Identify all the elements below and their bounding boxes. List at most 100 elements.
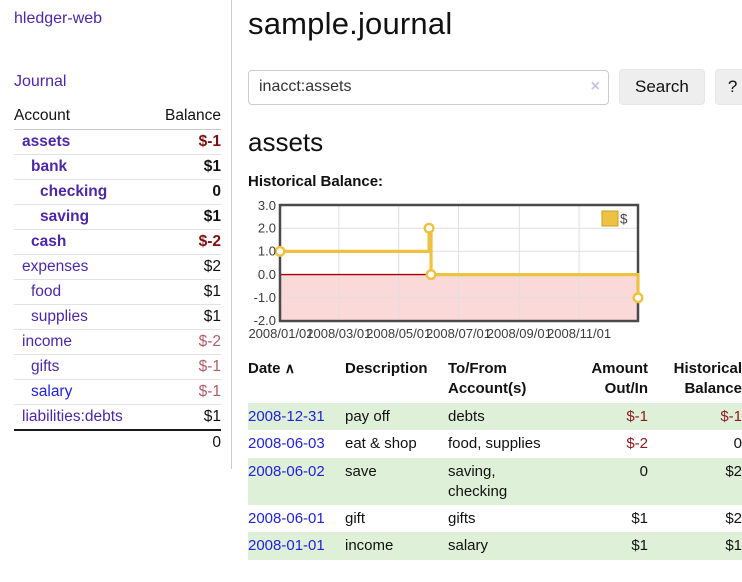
transaction-accounts: gifts <box>448 510 476 527</box>
account-link-liabilities-debts[interactable]: liabilities:debts <box>22 408 123 425</box>
transaction-date-link[interactable]: 2008-06-02 <box>248 462 325 480</box>
transaction-balance: $2 <box>725 462 742 480</box>
transaction-accounts: food, supplies <box>448 435 541 453</box>
transaction-description: gift <box>345 510 366 527</box>
chart-legend: $ <box>601 210 628 227</box>
account-balance: $1 <box>150 304 221 330</box>
x-axis-labels: 2008/01/01 2008/03/01 2008/05/01 2008/07… <box>248 326 611 341</box>
account-balance: $1 <box>150 404 221 430</box>
account-balance: $1 <box>150 279 221 305</box>
accounts-header-line1: To/From <box>448 360 507 377</box>
account-row: gifts $-1 <box>14 354 221 380</box>
account-row: expenses $2 <box>14 254 221 280</box>
balance-series <box>274 222 644 304</box>
account-link-gifts[interactable]: gifts <box>31 358 60 375</box>
account-balance: $1 <box>150 204 221 230</box>
transaction-amount: $1 <box>631 510 648 527</box>
transaction-date-link[interactable]: 2008-06-01 <box>248 510 325 527</box>
plot-border <box>278 203 640 323</box>
account-link-checking[interactable]: checking <box>40 183 108 200</box>
account-row: salary $-1 <box>14 379 221 405</box>
accounts-total-row: 0 <box>14 429 221 455</box>
legend-swatch-icon <box>601 210 619 227</box>
y-tick: 3.0 <box>258 201 276 213</box>
date-header-label: Date <box>248 360 281 377</box>
amount-column-header: Amount Out/In <box>560 357 648 403</box>
account-balance: $-1 <box>150 354 221 380</box>
account-heading: assets <box>248 127 324 157</box>
account-link-cash[interactable]: cash <box>31 233 67 250</box>
transaction-date-link[interactable]: 2008-12-31 <box>248 408 325 425</box>
sidebar: hledger-web Journal Account Balance asse… <box>0 0 232 469</box>
account-link-bank[interactable]: bank <box>31 158 68 175</box>
account-row: supplies $1 <box>14 304 221 330</box>
account-row: saving $1 <box>14 204 221 230</box>
transaction-date-link[interactable]: 2008-06-03 <box>248 435 325 453</box>
transaction-description: eat & shop <box>345 435 417 453</box>
account-balance: $-2 <box>150 229 221 255</box>
description-column-header: Description <box>345 360 428 377</box>
account-balance: $2 <box>150 254 221 280</box>
transaction-accounts: salary <box>448 537 489 555</box>
accounts-header-line2: Account(s) <box>448 379 527 397</box>
account-row: cash $-2 <box>14 229 221 255</box>
account-row: income $-2 <box>14 329 221 355</box>
balance-header-line2: Balance <box>684 379 742 397</box>
y-axis-labels: 3.0 2.0 1.0 0.0 -1.0 -2.0 <box>254 201 276 328</box>
transaction-description: pay off <box>345 408 390 425</box>
transaction-row: 2008-06-03 eat & shop food, supplies $-2… <box>248 430 742 457</box>
transaction-row: 2008-06-02 save saving, checking 0 $2 <box>248 457 742 505</box>
account-link-income[interactable]: income <box>22 333 72 350</box>
search-button[interactable]: Search <box>619 69 705 105</box>
transaction-accounts: debts <box>448 408 485 425</box>
transaction-balance: 0 <box>733 435 742 453</box>
account-link-saving[interactable]: saving <box>40 208 90 225</box>
balance-header-line1: Historical <box>673 360 742 377</box>
brand-link[interactable]: hledger-web <box>14 10 103 27</box>
amount-header-line2: Out/In <box>604 379 648 397</box>
transaction-amount: $-1 <box>626 408 648 425</box>
y-tick: -2.0 <box>254 313 276 328</box>
amount-header-line1: Amount <box>591 360 648 377</box>
transaction-amount: $1 <box>631 537 648 555</box>
balance-column-header: Historical Balance <box>648 357 742 403</box>
transaction-date-link[interactable]: 2008-01-01 <box>248 537 325 555</box>
account-link-food[interactable]: food <box>31 283 62 300</box>
y-tick: 0.0 <box>258 267 276 282</box>
clear-search-icon[interactable]: × <box>590 77 600 95</box>
account-link-salary[interactable]: salary <box>31 383 73 400</box>
transaction-balance: $-1 <box>720 408 742 425</box>
account-row: assets $-1 <box>14 130 221 155</box>
transaction-amount: 0 <box>639 462 648 480</box>
register-table: Date ∧ Description To/From Account(s) Am… <box>248 357 742 560</box>
x-tick: 2008/07/01 <box>426 326 491 341</box>
data-point-marker <box>425 269 437 281</box>
account-link-expenses[interactable]: expenses <box>22 258 89 275</box>
historical-balance-chart: $ 3.0 2.0 1.0 0.0 -1.0 -2.0 2008/01/01 2… <box>248 201 644 341</box>
page: hledger-web Journal Account Balance asse… <box>0 0 742 560</box>
search-input[interactable] <box>248 69 609 105</box>
accounts-column-header: To/From Account(s) <box>448 357 560 403</box>
main-content: sample.journal × Search ? assets Histori… <box>232 0 742 560</box>
account-balance: $-2 <box>150 329 221 355</box>
data-point-marker <box>632 292 644 304</box>
account-link-assets[interactable]: assets <box>22 133 71 150</box>
transaction-row: 2008-01-01 income salary $1 $1 <box>248 532 742 560</box>
y-tick: -1.0 <box>254 290 276 305</box>
x-tick: 2008/11/01 <box>547 326 611 341</box>
account-row: bank $1 <box>14 154 221 180</box>
transaction-row: 2008-06-01 gift gifts $1 $2 <box>248 505 742 532</box>
account-balance: $1 <box>150 154 221 180</box>
date-column-header[interactable]: Date ∧ <box>248 357 345 403</box>
y-tick: 2.0 <box>258 221 276 236</box>
search-form: × Search ? <box>248 69 742 105</box>
account-balance: 0 <box>150 179 221 205</box>
account-row: checking 0 <box>14 179 221 205</box>
help-button[interactable]: ? <box>714 69 742 105</box>
x-tick: 2008/09/01 <box>487 326 552 341</box>
transaction-row: 2008-12-31 pay off debts $-1 $-1 <box>248 403 742 431</box>
account-link-supplies[interactable]: supplies <box>31 308 88 325</box>
account-row: liabilities:debts $1 <box>14 404 221 430</box>
x-tick: 2008/05/01 <box>366 326 431 341</box>
nav-journal-link[interactable]: Journal <box>14 73 67 90</box>
